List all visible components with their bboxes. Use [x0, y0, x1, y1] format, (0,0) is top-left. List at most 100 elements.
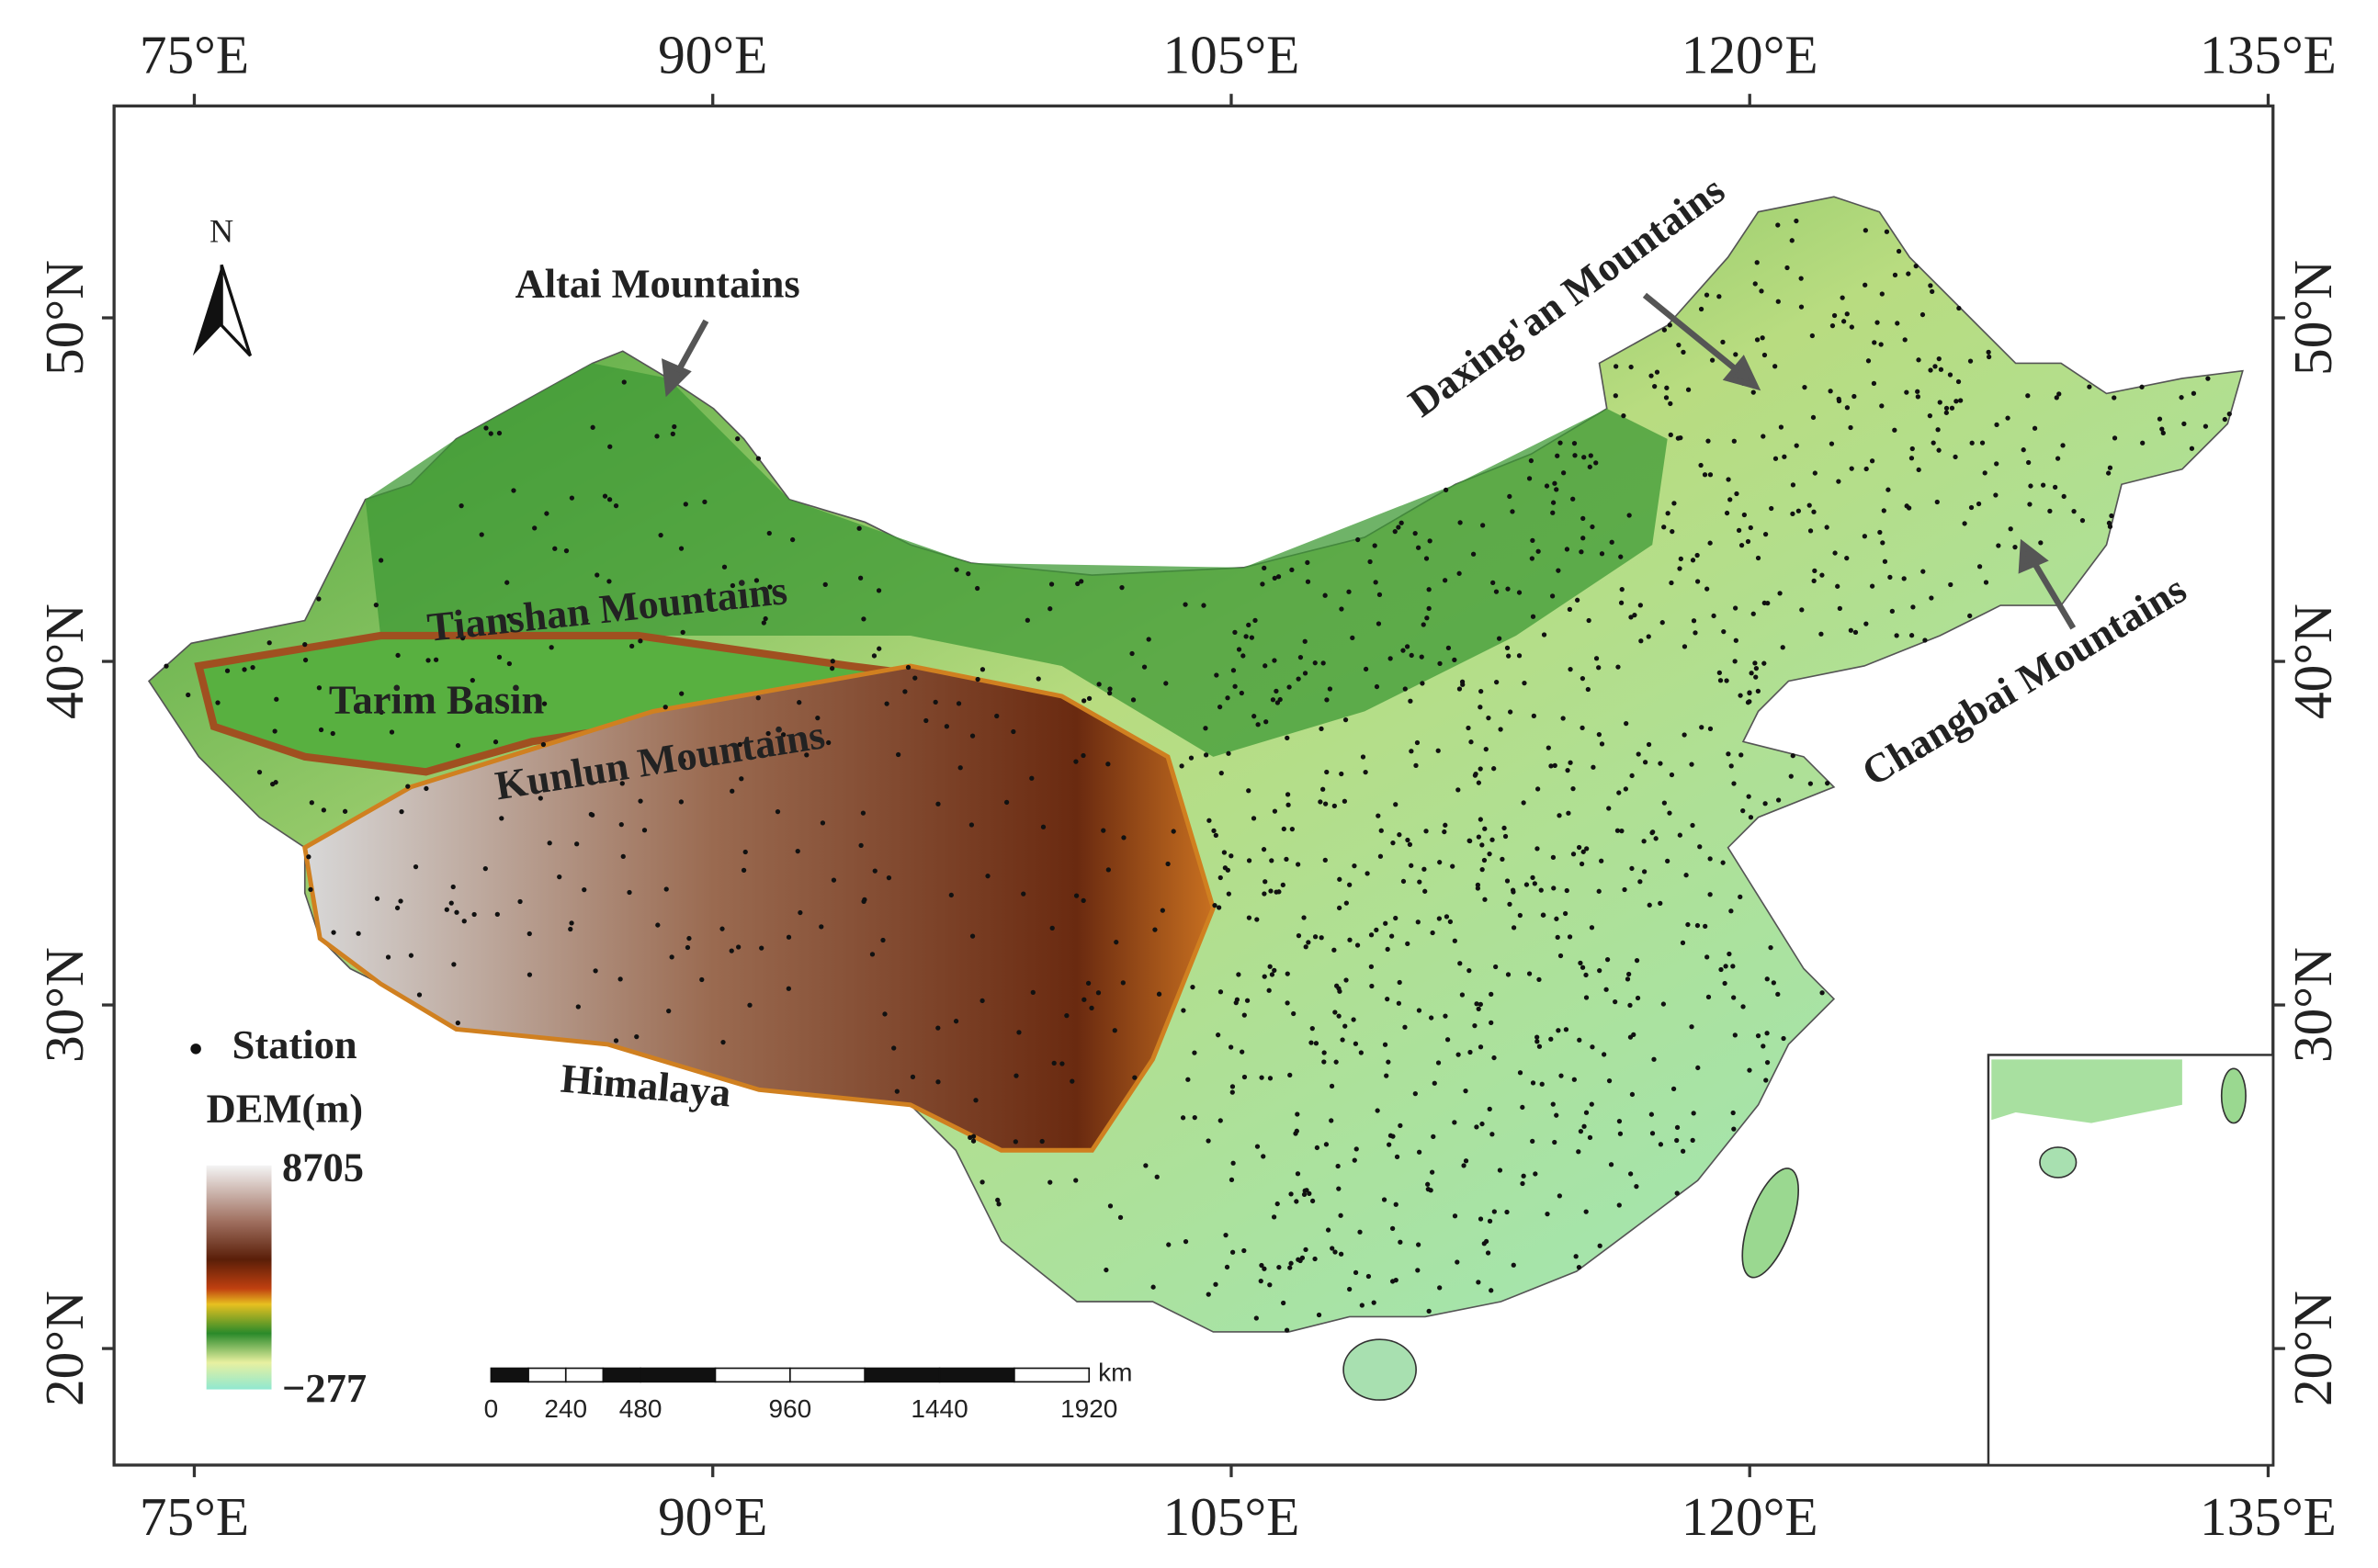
lon-tick-label: 120°E	[1682, 1486, 1818, 1547]
station-dot	[1327, 686, 1333, 692]
station-dot	[1423, 829, 1429, 834]
station-dot	[1258, 1278, 1263, 1284]
station-dot	[2191, 390, 2197, 396]
station-dot	[1782, 454, 1787, 459]
station-dot	[1554, 916, 1559, 921]
station-dot	[1534, 786, 1541, 792]
station-dot	[1030, 989, 1036, 996]
hainan-island	[1342, 1338, 1417, 1401]
station-dot	[1994, 422, 1999, 427]
legend-dem-title: DEM(m)	[207, 1085, 363, 1131]
station-dot	[398, 898, 403, 904]
station-dot	[493, 739, 499, 745]
station-dot	[511, 488, 516, 493]
station-dot	[455, 1021, 460, 1026]
station-dot	[721, 564, 728, 570]
station-dot	[641, 828, 648, 833]
station-dot	[606, 497, 613, 502]
station-dot	[1443, 487, 1449, 492]
station-dot	[1967, 358, 1974, 364]
station-dot	[1755, 555, 1761, 561]
station-dot	[331, 930, 336, 935]
station-dot	[1623, 786, 1628, 792]
station-dot	[593, 968, 598, 974]
station-dot	[1837, 605, 1842, 612]
station-dot	[1455, 1259, 1460, 1265]
station-dot	[1206, 1292, 1211, 1297]
station-dot	[1763, 1077, 1769, 1083]
station-dot	[1949, 405, 1955, 411]
station-dot	[1772, 456, 1779, 461]
station-dot	[1013, 1139, 1018, 1145]
station-dot	[1678, 556, 1683, 561]
station-dot	[1381, 1197, 1387, 1202]
station-dot	[1447, 919, 1454, 925]
station-dot	[1262, 891, 1267, 897]
station-dot	[1221, 850, 1228, 855]
station-dot	[1213, 1281, 1218, 1287]
station-dot	[1489, 1132, 1495, 1137]
station-dot	[1375, 1108, 1380, 1113]
station-dot	[1548, 763, 1554, 769]
station-dot	[1694, 552, 1700, 558]
station-dot	[1407, 841, 1413, 848]
station-dot	[1583, 1209, 1589, 1214]
lat-tick-label: 30°N	[34, 947, 95, 1063]
station-dot	[1368, 932, 1375, 938]
station-dot	[1516, 590, 1523, 595]
station-dot	[1011, 728, 1016, 735]
station-dot	[1661, 800, 1668, 806]
station-dot	[1201, 603, 1206, 608]
station-dot	[1497, 1168, 1503, 1173]
station-dot	[681, 758, 686, 763]
station-dot	[1539, 1081, 1545, 1087]
station-dot	[1398, 520, 1404, 525]
station-dot	[1324, 769, 1330, 775]
station-dot	[563, 547, 570, 554]
station-dot	[1387, 1133, 1394, 1138]
station-dot	[1491, 766, 1497, 772]
station-dot	[980, 1179, 985, 1185]
station-dot	[2140, 440, 2146, 446]
station-dot	[1305, 559, 1310, 566]
station-dot	[1302, 638, 1308, 644]
station-dot	[935, 801, 941, 807]
station-dot	[1579, 861, 1585, 867]
station-dot	[2005, 415, 2010, 421]
station-dot	[1619, 586, 1625, 592]
station-dot	[2112, 435, 2118, 441]
station-dot	[1775, 991, 1781, 997]
station-dot	[215, 700, 221, 705]
station-dot	[1685, 387, 1692, 392]
station-dot	[1363, 666, 1369, 672]
station-dot	[763, 615, 768, 622]
station-dot	[1353, 1269, 1359, 1276]
station-dot	[741, 867, 747, 874]
station-dot	[1165, 861, 1171, 867]
station-dot	[1192, 1115, 1197, 1121]
station-dot	[1285, 735, 1290, 741]
station-dot	[1576, 1264, 1582, 1270]
station-dot	[1405, 837, 1410, 843]
station-dot	[1578, 960, 1583, 966]
station-dot	[1831, 312, 1838, 319]
station-dot	[1408, 698, 1413, 704]
station-dot	[1079, 579, 1084, 584]
station-dot	[742, 849, 748, 855]
station-dot	[1415, 545, 1421, 550]
station-dot	[1664, 385, 1670, 390]
station-dot	[1717, 678, 1724, 683]
station-dot	[1213, 832, 1218, 838]
station-dot	[1319, 935, 1324, 941]
station-dot	[1533, 1171, 1538, 1177]
station-dot	[944, 724, 950, 729]
station-dot	[582, 887, 587, 893]
station-dot	[1365, 871, 1370, 876]
station-dot	[1545, 1211, 1550, 1217]
legend-station-marker	[190, 1043, 201, 1055]
station-dot	[517, 898, 523, 905]
station-dot	[1840, 319, 1847, 324]
station-dot	[953, 1019, 959, 1024]
station-dot	[1049, 925, 1055, 931]
station-dot	[1272, 967, 1277, 973]
